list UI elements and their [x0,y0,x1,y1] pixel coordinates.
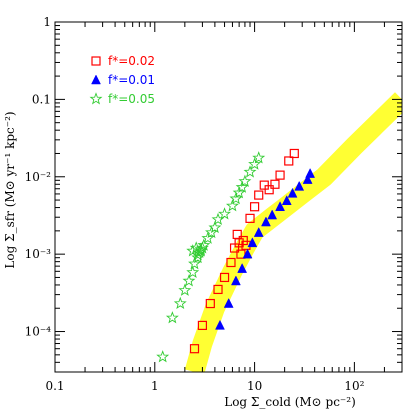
data-point [218,207,232,220]
legend-marker [91,74,101,85]
data-point [186,265,200,278]
data-point [247,237,258,248]
data-point [261,216,271,227]
x-axis-label: Log Σ_cold (M⊙ pc⁻²) [224,395,356,409]
data-point [194,244,208,257]
series-1 [189,148,299,354]
legend-marker [91,56,101,66]
x-tick-label: 1 [151,379,159,393]
x-tick-label: 10² [344,379,364,393]
data-point [189,344,200,354]
plot-frame [54,21,403,373]
data-point [242,248,253,259]
data-point [289,148,299,159]
data-point [267,209,278,220]
y-tick-label: 0.1 [32,92,51,106]
y-axis-label: Log Σ_sfr (M⊙ yr⁻¹ kpc⁻²) [3,111,17,268]
legend-entry: f*=0.01 [91,73,155,87]
data-point [254,190,264,200]
data-point [284,156,294,166]
data-point [235,180,249,193]
data-point [275,170,285,180]
data-point [248,157,262,170]
x-tick-label: 0.1 [45,379,64,393]
data-point [249,202,260,212]
series-2 [215,168,316,330]
data-point [215,319,225,330]
data-point [231,275,241,286]
data-point [223,297,234,308]
data-point [243,165,257,178]
data-point [219,272,230,283]
marks-layer [156,148,316,363]
data-point [259,180,269,190]
data-point [287,187,298,198]
series-3 [156,151,266,363]
data-point [205,298,215,309]
data-point [208,220,222,234]
band-layer [184,92,402,372]
data-point [264,185,274,195]
data-point [270,179,280,189]
data-point [197,238,211,251]
data-point [237,263,248,273]
data-point [226,257,236,268]
data-point [173,296,187,310]
data-point [294,180,305,191]
data-point [213,284,223,295]
data-point [232,186,246,199]
data-point [182,274,196,287]
legend-label: f*=0.01 [108,73,155,87]
data-point [201,231,215,244]
legend: f*=0.02 f*=0.01 f*=0.05 [89,54,155,106]
data-point [178,283,192,296]
y-tick-label: 10⁻² [25,170,52,184]
legend-label: f*=0.02 [108,54,155,68]
x-tick-label: 10 [247,379,262,393]
data-point [238,174,252,187]
data-point [238,235,248,246]
data-point [186,244,200,257]
data-point [275,201,285,211]
data-point [252,151,266,164]
legend-marker [89,92,103,105]
data-point [225,199,239,212]
legend-label: f*=0.05 [108,92,155,106]
axes-layer [54,21,403,373]
y-tick-label: 1 [43,15,51,29]
tick-labels: 0.1 1 10 10² 10⁻⁴ 10⁻³ 10⁻² 0.1 1 [25,15,365,393]
data-point [253,227,264,237]
data-point [165,311,179,324]
data-point [156,350,170,363]
data-point [281,195,292,205]
data-point [188,257,201,270]
legend-entry: f*=0.02 [91,54,155,68]
yellow-band [184,92,402,372]
data-point [302,174,313,184]
data-point [245,213,255,223]
legend-entry: f*=0.05 [89,92,155,106]
data-point [191,248,205,261]
data-point [305,168,316,178]
data-point [229,191,243,205]
data-point [197,320,208,331]
y-tick-label: 10⁻³ [25,247,52,261]
y-tick-label: 10⁻⁴ [25,325,52,339]
